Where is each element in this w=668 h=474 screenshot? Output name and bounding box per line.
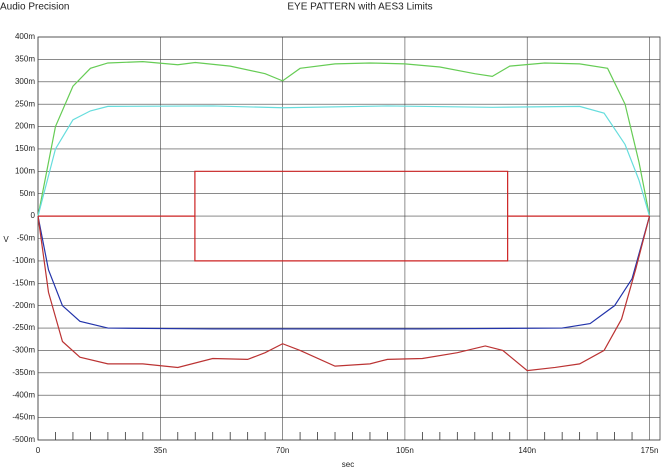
series-line	[37, 105, 651, 217]
y-tick-label: 100m	[15, 166, 35, 175]
y-tick-label: -450m	[12, 413, 35, 422]
x-tick-label: 175n	[641, 446, 659, 455]
y-tick-label: -300m	[12, 346, 35, 355]
chart-title: EYE PATTERN with AES3 Limits	[287, 2, 432, 13]
y-axis-label: V	[3, 235, 9, 244]
y-tick-label: -500m	[12, 435, 35, 444]
x-tick-label: 35n	[154, 446, 167, 455]
y-tick-label: 200m	[15, 122, 35, 131]
series-line	[37, 215, 651, 372]
x-tick-label: 0	[36, 446, 41, 455]
x-tick-label: 105n	[396, 446, 414, 455]
series-line	[37, 215, 651, 330]
y-tick-label: 300m	[15, 77, 35, 86]
y-tick-label: -50m	[17, 234, 36, 243]
y-tick-label: -350m	[12, 368, 35, 377]
y-tick-label: -250m	[12, 323, 35, 332]
y-tick-label: 250m	[15, 99, 35, 108]
y-tick-label: -100m	[12, 256, 35, 265]
brand: Audio Precision	[0, 2, 69, 13]
y-tick-label: 400m	[15, 32, 35, 41]
series-line	[37, 61, 651, 217]
y-tick-label: 150m	[15, 144, 35, 153]
x-tick-label: 140n	[518, 446, 536, 455]
y-tick-label: 350m	[15, 54, 35, 63]
y-tick-label: 0	[31, 211, 36, 220]
y-tick-label: 50m	[19, 189, 35, 198]
y-tick-label: -150m	[12, 278, 35, 287]
x-tick-label: 70n	[276, 446, 289, 455]
y-tick-label: -400m	[12, 390, 35, 399]
series-line	[38, 170, 650, 262]
y-tick-label: -200m	[12, 301, 35, 310]
x-axis-label: sec	[342, 460, 354, 469]
